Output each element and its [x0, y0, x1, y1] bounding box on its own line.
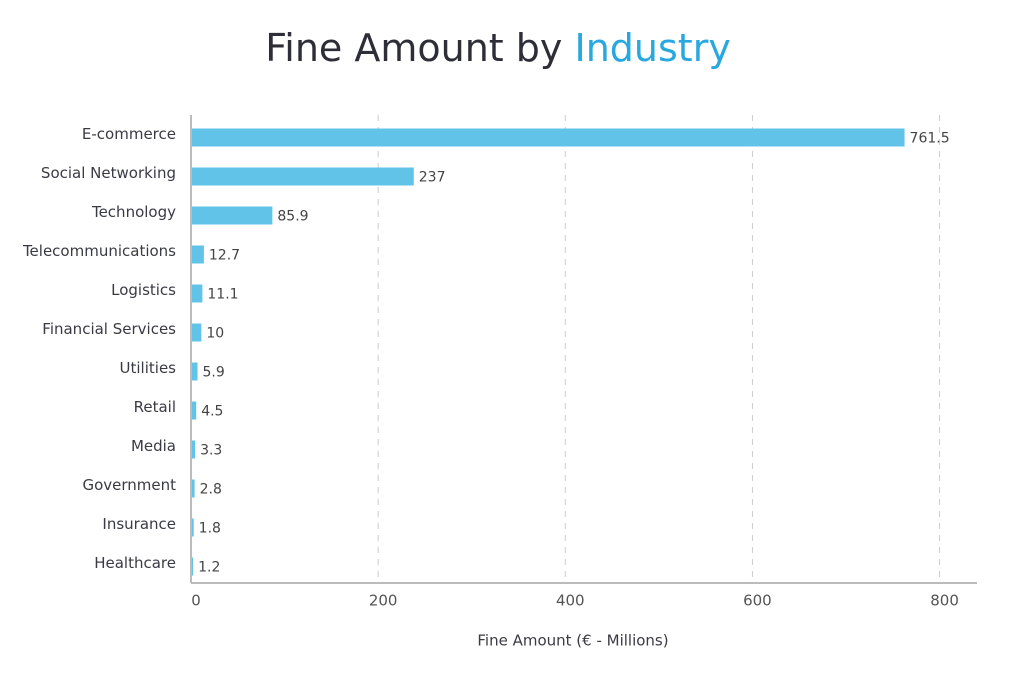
y-tick-label: Government [82, 476, 176, 494]
value-label: 5.9 [203, 365, 225, 381]
bar [192, 128, 905, 147]
value-label: 237 [419, 170, 446, 186]
x-tick-label: 800 [930, 592, 959, 610]
value-label: 12.7 [209, 248, 240, 264]
x-tick-label: 400 [556, 592, 585, 610]
bar [192, 557, 194, 576]
value-label: 3.3 [200, 443, 222, 459]
value-label: 761.5 [910, 131, 950, 147]
x-axis-label: Fine Amount (€ - Millions) [477, 632, 668, 650]
x-tick-label: 0 [191, 592, 201, 610]
y-tick-label: Media [131, 437, 176, 455]
bar [192, 401, 197, 420]
value-label: 11.1 [207, 287, 238, 303]
bar [192, 323, 202, 342]
bar [192, 245, 204, 264]
bar [192, 518, 194, 537]
y-tick-label: Telecommunications [22, 242, 176, 260]
y-tick-label: Insurance [102, 515, 176, 533]
bar [192, 440, 196, 459]
value-label: 2.8 [200, 482, 222, 498]
bar [192, 479, 195, 498]
bar [192, 284, 203, 303]
y-tick-label: Social Networking [41, 164, 176, 182]
value-label: 1.8 [199, 521, 221, 537]
bar [192, 206, 273, 225]
y-tick-label: Retail [134, 398, 176, 416]
value-label: 4.5 [201, 404, 223, 420]
title-highlight: Industry [575, 26, 731, 70]
bar [192, 167, 414, 186]
y-tick-label: Logistics [111, 281, 176, 299]
y-tick-label: Utilities [120, 359, 177, 377]
y-tick-label: E-commerce [82, 125, 176, 143]
y-tick-label: Technology [91, 203, 176, 221]
chart-title: Fine Amount by Industry [265, 26, 731, 70]
value-label: 85.9 [277, 209, 308, 225]
y-tick-label: Healthcare [94, 554, 176, 572]
x-tick-label: 200 [369, 592, 398, 610]
value-label: 10 [206, 326, 224, 342]
y-tick-label: Financial Services [42, 320, 176, 338]
value-label: 1.2 [198, 560, 220, 576]
title-text: Fine Amount by [265, 26, 562, 70]
bar [192, 362, 198, 381]
x-tick-label: 600 [743, 592, 772, 610]
